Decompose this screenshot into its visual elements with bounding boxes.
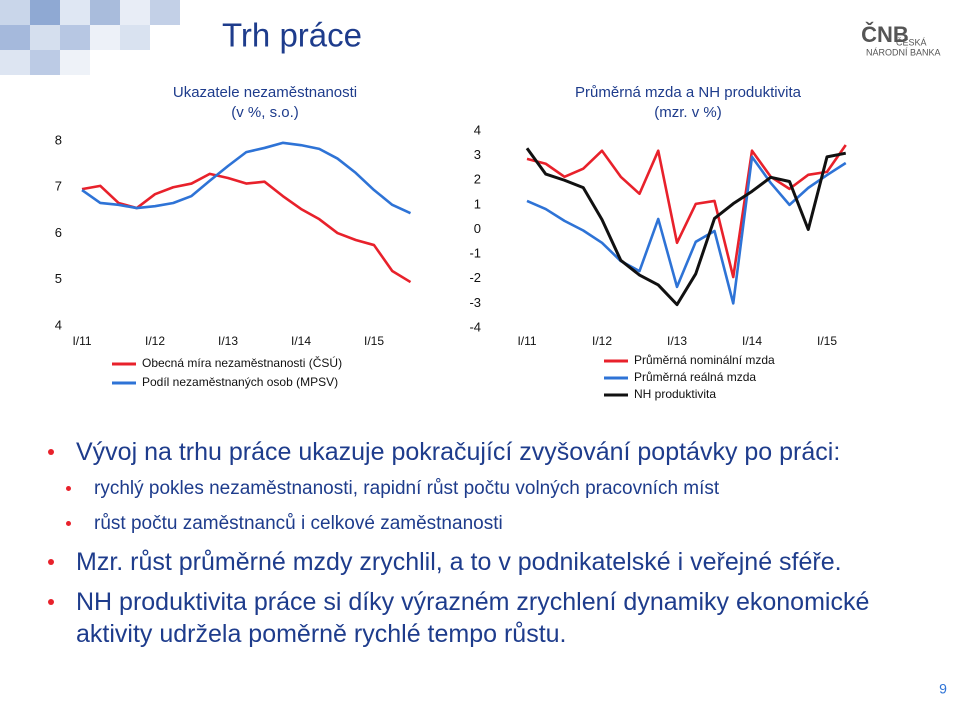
bullet-text: Vývoj na trhu práce ukazuje pokračující … [76, 438, 841, 466]
x-tick-label: I/11 [72, 334, 91, 348]
y-tick-label: 0 [474, 221, 481, 236]
y-tick-label: 4 [474, 122, 481, 137]
bullet: Mzr. růst průměrné mzdy zrychlil, a to v… [48, 546, 928, 578]
y-tick-label: 2 [474, 172, 481, 187]
y-tick-label: -4 [469, 319, 481, 334]
bullet-text: NH produktivita práce si díky výrazném z… [76, 588, 870, 648]
logo-mark: ČNB [861, 22, 909, 47]
chart-subtitle: (mzr. v %) [654, 104, 722, 121]
x-tick-label: I/12 [592, 334, 612, 348]
bullet-text: rychlý pokles nezaměstnanosti, rapidní r… [94, 478, 720, 499]
bullet: Vývoj na trhu práce ukazuje pokračující … [48, 436, 928, 468]
x-tick-label: I/14 [291, 334, 311, 348]
bullet-list: Vývoj na trhu práce ukazuje pokračující … [48, 436, 928, 658]
data-line [525, 147, 847, 307]
data-line [526, 155, 847, 305]
y-tick-label: 8 [55, 132, 62, 147]
x-tick-label: I/12 [145, 334, 165, 348]
legend-label: NH produktivita [634, 387, 716, 401]
chart-title: Průměrná mzda a NH produktivita [575, 84, 802, 101]
legend-label: Průměrná nominální mzda [634, 353, 775, 367]
bullet-dot [48, 559, 54, 565]
y-tick-label: 1 [474, 196, 481, 211]
y-tick-label: -2 [469, 270, 481, 285]
data-line [81, 141, 412, 215]
x-tick-label: I/14 [742, 334, 762, 348]
chart-subtitle: (v %, s.o.) [231, 104, 299, 121]
logo-text: ČESKÁ [896, 37, 927, 47]
logo-text: NÁRODNÍ BANKA [866, 47, 941, 57]
mosaic [0, 0, 180, 75]
y-tick-label: 4 [55, 317, 62, 332]
bullet-dot [48, 449, 54, 455]
legend-label: Podíl nezaměstnaných osob (MPSV) [142, 375, 338, 389]
data-line [526, 144, 847, 279]
slide-title: Trh práce [222, 17, 362, 54]
x-tick-label: I/15 [364, 334, 384, 348]
legend-label: Obecná míra nezaměstnanosti (ČSÚ) [142, 355, 342, 370]
y-tick-label: 6 [55, 225, 62, 240]
x-tick-label: I/13 [218, 334, 238, 348]
bullet-dot [66, 521, 71, 526]
x-tick-label: I/15 [817, 334, 837, 348]
y-tick-label: -1 [469, 246, 481, 261]
x-tick-label: I/13 [667, 334, 687, 348]
bullet: NH produktivita práce si díky výrazném z… [48, 586, 928, 650]
bullet: růst počtu zaměstnanců i celkové zaměstn… [48, 511, 928, 537]
y-tick-label: 3 [474, 147, 481, 162]
page-number: 9 [939, 681, 947, 697]
data-line [81, 172, 412, 284]
bullet-dot [48, 599, 54, 605]
y-tick-label: -3 [469, 295, 481, 310]
x-tick-label: I/11 [517, 334, 536, 348]
bullet-text: Mzr. růst průměrné mzdy zrychlil, a to v… [76, 548, 842, 576]
bullet-dot [66, 486, 71, 491]
y-tick-label: 5 [55, 271, 62, 286]
chart-title: Ukazatele nezaměstnanosti [173, 84, 357, 101]
bullet: rychlý pokles nezaměstnanosti, rapidní r… [48, 476, 928, 502]
y-tick-label: 7 [55, 179, 62, 194]
legend-label: Průměrná reálná mzda [634, 370, 756, 384]
bullet-text: růst počtu zaměstnanců i celkové zaměstn… [94, 513, 503, 534]
